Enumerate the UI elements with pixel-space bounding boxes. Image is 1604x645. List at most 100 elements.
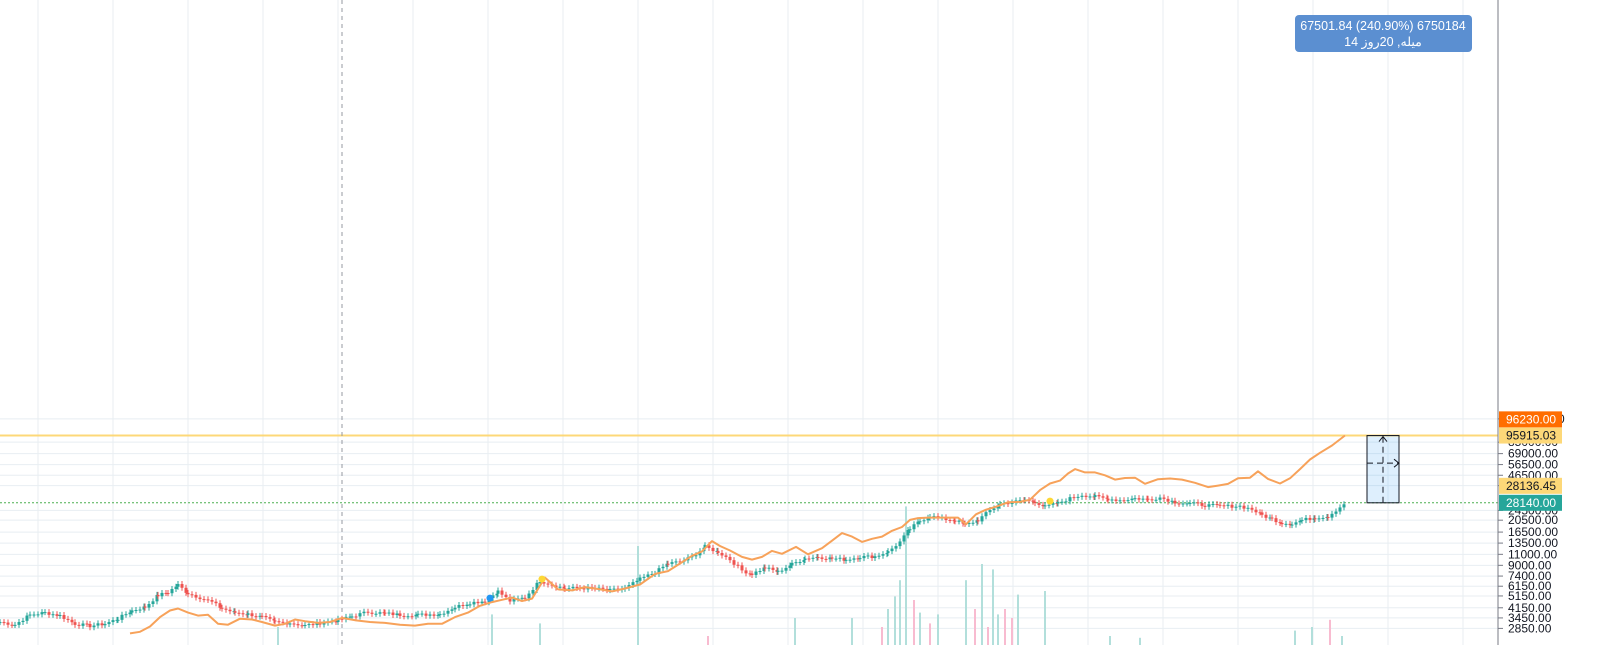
candle-body <box>184 587 188 593</box>
candle-body <box>1278 522 1282 524</box>
candle-body <box>322 622 326 625</box>
measure-info-box <box>1295 15 1472 52</box>
candle-body <box>890 548 894 552</box>
tick-label: 5150.00 <box>1508 589 1552 603</box>
candle-body <box>1334 511 1338 514</box>
candle-body <box>1196 502 1200 504</box>
candle-body <box>1150 499 1154 501</box>
candle-body <box>77 624 81 626</box>
candle-body <box>912 524 916 530</box>
candle-body <box>237 612 241 614</box>
candle-body <box>952 520 956 522</box>
candle-body <box>523 597 527 599</box>
candle-body <box>176 584 180 587</box>
candle-body <box>1088 496 1092 498</box>
candle-body <box>73 622 77 625</box>
candle-body <box>670 562 674 564</box>
candle-body <box>754 571 758 575</box>
candle-body <box>1141 498 1145 500</box>
tick-label: 16500.00 <box>1508 525 1558 539</box>
candle-body <box>62 615 66 619</box>
candle-body <box>1047 504 1051 506</box>
candle-body <box>1041 504 1045 507</box>
candle-body <box>1192 502 1196 504</box>
candle-body <box>166 593 170 595</box>
candle-body <box>142 606 146 610</box>
candle-body <box>820 557 824 559</box>
candle-body <box>214 601 218 604</box>
candle-body <box>303 624 307 626</box>
candle-body <box>996 505 1000 509</box>
candle-body <box>1018 500 1022 502</box>
measure-info-line1: 67501.84 (240.90%) 6750184 <box>1300 19 1465 33</box>
marker-layer <box>486 497 1054 602</box>
measure-tool[interactable]: 67501.84 (240.90%) 6750184 14 میله, 20روز <box>1295 15 1472 504</box>
candle-body <box>453 607 457 610</box>
candle-body <box>483 601 487 603</box>
candle-body <box>1118 500 1122 502</box>
candle-body <box>666 563 670 565</box>
candle-body <box>771 567 775 570</box>
candle-body <box>374 613 378 615</box>
candle-body <box>436 614 440 616</box>
candle-body <box>575 586 579 589</box>
candle-body <box>461 605 465 607</box>
candle-body <box>432 614 436 616</box>
candle-body <box>1226 504 1230 506</box>
grid <box>0 0 1498 645</box>
tick-label: 69000.00 <box>1508 447 1558 461</box>
candle-body <box>866 555 870 557</box>
candle-body <box>646 574 650 577</box>
candle-body <box>120 614 124 620</box>
candle-body <box>1298 520 1302 523</box>
candle-body <box>1080 495 1084 497</box>
line-layer <box>129 434 1346 635</box>
price-tags: 96230.00 95915.03 28136.45 28140.00 <box>1499 411 1562 511</box>
candle-body <box>830 557 834 559</box>
candle-body <box>750 573 754 575</box>
candle-body <box>1051 503 1055 505</box>
candle-body <box>665 563 669 567</box>
candle-body <box>17 622 21 625</box>
candle-body <box>1215 504 1219 506</box>
candle-body <box>975 520 979 523</box>
candle-body <box>138 609 142 611</box>
price-tag-label: 96230.00 <box>1506 412 1556 426</box>
price-axis[interactable]: 130000.0085000.0069000.0056500.0046500.0… <box>1497 0 1565 645</box>
candle-body <box>1110 499 1114 501</box>
candle-body <box>780 570 784 572</box>
candle-body <box>190 594 194 596</box>
candle-body <box>85 623 89 625</box>
candle-body <box>694 555 698 557</box>
candle-body <box>1280 522 1284 525</box>
candle-body <box>143 606 147 608</box>
candle-body <box>292 623 296 625</box>
candle-body <box>873 556 877 559</box>
candle-body <box>391 612 395 616</box>
volume-bar <box>637 546 639 645</box>
candle-body <box>902 535 906 542</box>
measure-arrow-head <box>1378 435 1388 442</box>
measure-info-line2: 14 میله, 20روز <box>1344 35 1422 50</box>
candle-body <box>1268 517 1272 519</box>
candle-body <box>816 556 820 558</box>
candle-body <box>881 554 885 556</box>
candle-body <box>224 608 228 610</box>
candle-body <box>124 614 128 616</box>
candle-body <box>442 613 446 615</box>
candle-body <box>932 516 936 518</box>
candle-body <box>25 615 29 621</box>
candle-body <box>542 582 546 584</box>
candle-body <box>428 614 432 616</box>
candle-body <box>1043 505 1047 507</box>
candle-body <box>661 566 665 569</box>
candle-body <box>307 624 311 626</box>
candle-body <box>1101 496 1105 498</box>
candle-body <box>953 520 957 522</box>
volume-bar <box>1004 609 1006 645</box>
candle-body <box>1242 505 1246 509</box>
candle-body <box>1284 523 1288 525</box>
candle-body <box>468 604 472 606</box>
candle-body <box>51 614 55 616</box>
